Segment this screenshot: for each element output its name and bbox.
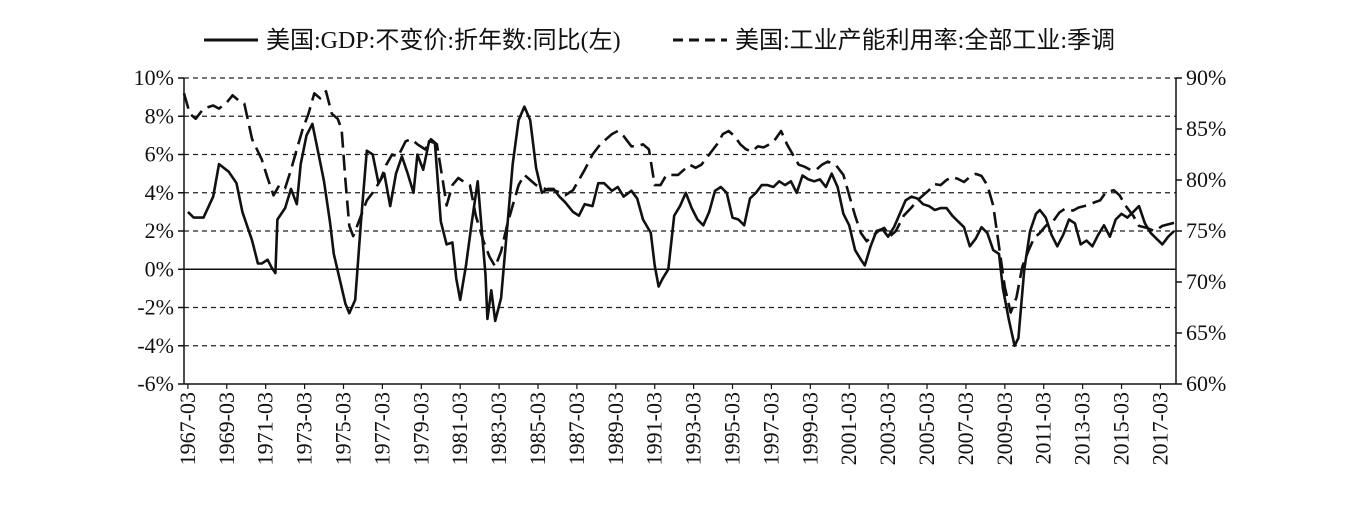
legend-label-capacity: 美国:工业产能利用率:全部工业:季调 [735,27,1115,54]
left-tick-label: -4% [137,333,174,358]
left-tick-label: -2% [137,295,174,320]
right-axis-ticks: 60% 65% 70% 75% 80% 85% 90% [1176,65,1226,396]
left-tick-label: 0% [145,256,174,281]
x-tick-label: 2015-03 [1109,392,1134,465]
x-tick-label: 2003-03 [875,392,900,465]
x-tick-label: 1977-03 [369,392,394,465]
gdp-growth-line [186,105,1176,348]
right-tick-label: 70% [1186,269,1226,294]
left-tick-label: -6% [137,371,174,396]
x-tick-label: 1975-03 [330,392,355,465]
x-tick-label: 1989-03 [603,392,628,465]
x-tick-label: 1993-03 [681,392,706,465]
legend-label-gdp: 美国:GDP:不变价:折年数:同比(左) [266,27,621,54]
left-tick-label: 10% [134,65,174,90]
x-tick-label: 1981-03 [447,392,472,465]
x-tick-label: 1983-03 [486,392,511,465]
x-tick-label: 2009-03 [992,392,1017,465]
x-tick-label: 2005-03 [914,392,939,465]
right-tick-label: 60% [1186,371,1226,396]
x-tick-label: 2011-03 [1031,392,1056,465]
x-tick-label: 1979-03 [408,392,433,465]
capacity-utilization-line [182,90,1175,314]
left-tick-label: 8% [145,103,174,128]
right-tick-label: 65% [1186,320,1226,345]
left-axis-ticks: -6% -4% -2% 0% 2% 4% 6% 8% 10% [134,65,184,396]
x-tick-label: 1999-03 [797,392,822,465]
x-tick-label: 1969-03 [214,392,239,465]
left-tick-label: 6% [145,142,174,167]
left-tick-label: 4% [145,180,174,205]
x-tick-label: 1985-03 [525,392,550,465]
x-tick-label: 1997-03 [758,392,783,465]
series-layer [182,90,1176,348]
x-tick-label: 1967-03 [175,392,200,465]
left-tick-label: 2% [145,218,174,243]
x-tick-label: 2013-03 [1070,392,1095,465]
x-tick-label: 1995-03 [720,392,745,465]
right-tick-label: 85% [1186,116,1226,141]
x-axis-ticks: 1967-03 1969-03 1971-03 1973-03 1975-03 1977-… [175,384,1172,465]
x-tick-label: 1973-03 [292,392,317,465]
x-tick-label: 1971-03 [253,392,278,465]
x-tick-label: 1991-03 [642,392,667,465]
right-tick-label: 80% [1186,167,1226,192]
gridlines [184,77,1176,347]
x-tick-label: 2017-03 [1147,392,1172,465]
right-tick-label: 75% [1186,218,1226,243]
x-tick-label: 2001-03 [836,392,861,465]
legend: 美国:GDP:不变价:折年数:同比(左) 美国:工业产能利用率:全部工业:季调 [204,27,1115,54]
x-tick-label: 1987-03 [564,392,589,465]
right-tick-label: 90% [1186,65,1226,90]
x-tick-label: 2007-03 [953,392,978,465]
